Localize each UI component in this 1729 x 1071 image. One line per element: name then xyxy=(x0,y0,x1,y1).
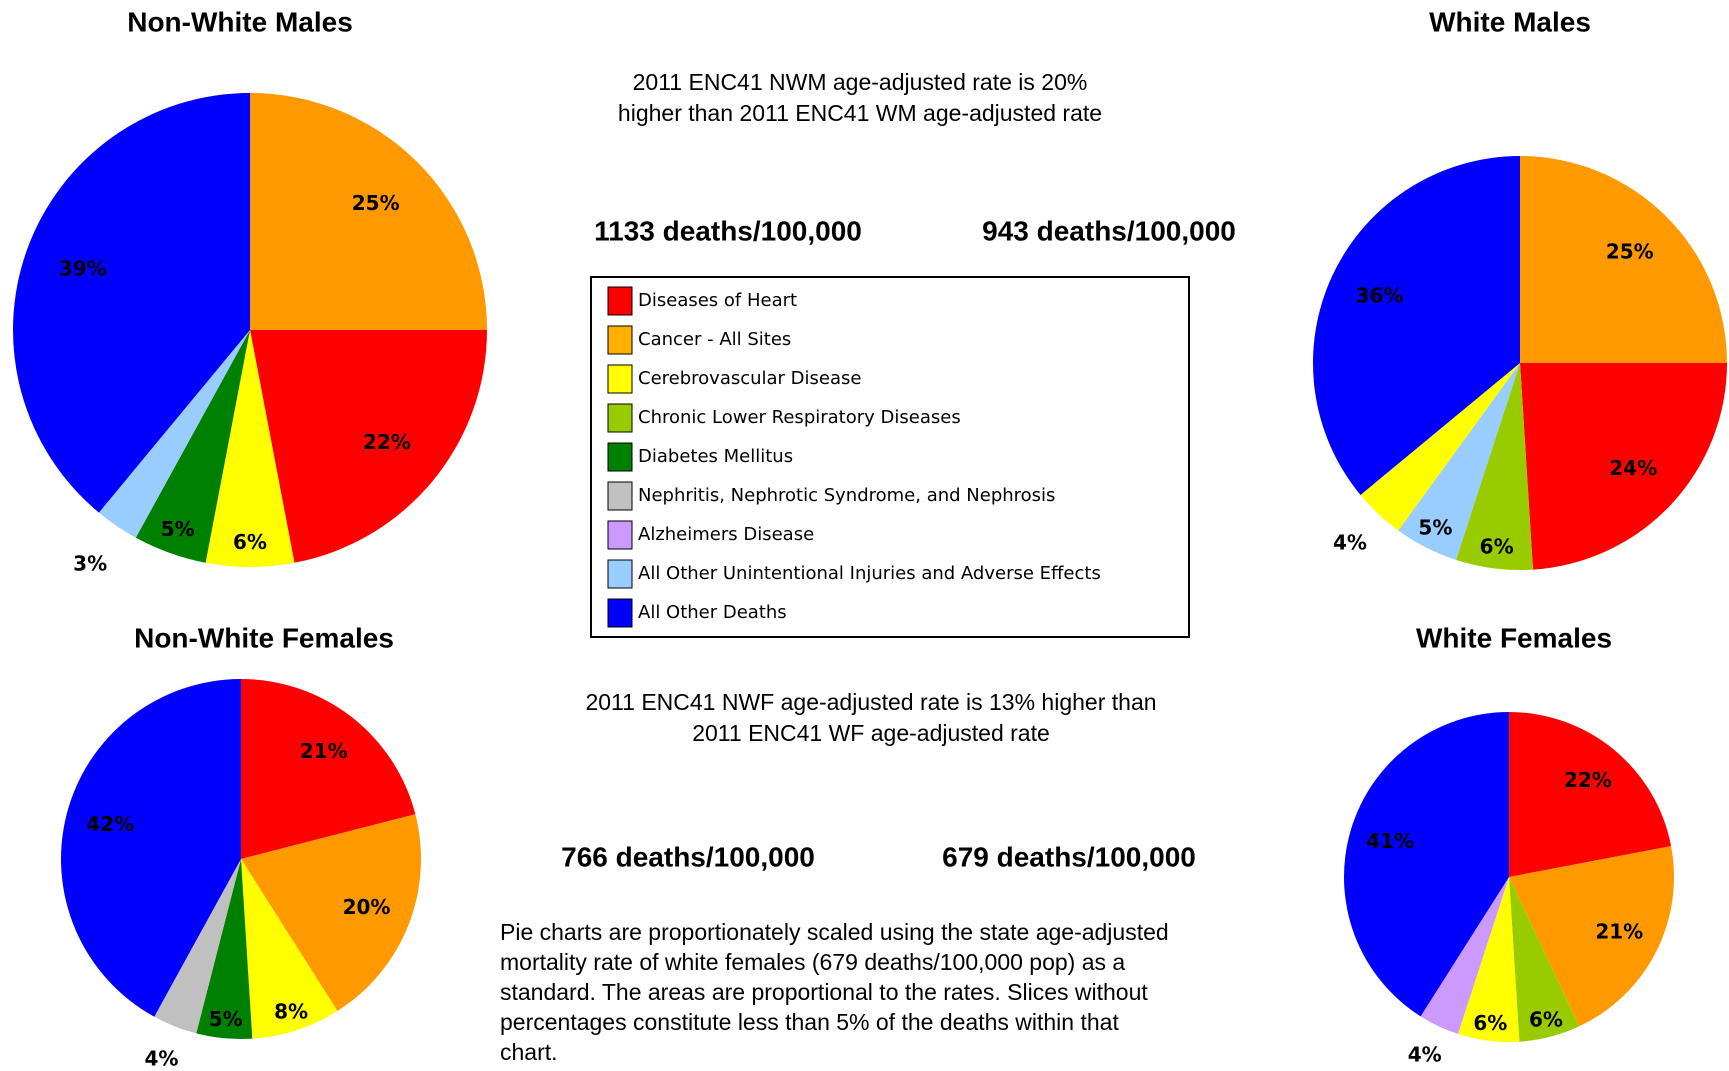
slice-label: 6% xyxy=(1480,534,1514,558)
legend-swatch xyxy=(607,442,633,472)
pie-slice xyxy=(60,679,241,1017)
footnote: standard. The areas are proportional to … xyxy=(500,979,1148,1005)
pie-slice xyxy=(1509,877,1580,1042)
pie-slice xyxy=(1520,156,1727,363)
slice-label: 8% xyxy=(274,1000,308,1024)
death-rate: 943 deaths/100,000 xyxy=(982,215,1236,246)
slice-label: 6% xyxy=(1529,1007,1563,1031)
slice-label: 5% xyxy=(161,517,195,541)
slice-label: 22% xyxy=(363,430,411,454)
death-rate: 1133 deaths/100,000 xyxy=(594,215,862,246)
slice-label: 22% xyxy=(1564,768,1612,792)
slice-label: 41% xyxy=(1366,829,1414,853)
pie-slice xyxy=(1398,363,1520,560)
legend-label: Nephritis, Nephrotic Syndrome, and Nephr… xyxy=(638,485,1055,506)
comparison-text: 2011 ENC41 WF age-adjusted rate xyxy=(692,720,1050,746)
legend-label: All Other Deaths xyxy=(638,602,787,623)
slice-label: 3% xyxy=(73,552,107,576)
slice-label: 39% xyxy=(59,256,107,280)
pie-slice xyxy=(205,330,295,567)
slice-label: 21% xyxy=(300,739,348,763)
pie-slice xyxy=(1343,712,1509,1017)
slice-label: 6% xyxy=(233,530,267,554)
pie-slice xyxy=(1420,877,1509,1034)
pie-slice xyxy=(1360,363,1520,531)
chart-title: Non-White Males xyxy=(127,6,353,37)
legend-swatch xyxy=(607,481,633,511)
legend-label: Diseases of Heart xyxy=(638,290,797,311)
death-rate: 679 deaths/100,000 xyxy=(942,841,1196,872)
legend-label: Cerebrovascular Disease xyxy=(638,368,861,389)
pie-slice xyxy=(1456,363,1533,570)
slice-label: 5% xyxy=(209,1007,243,1031)
pie-slice xyxy=(1509,846,1674,1027)
comparison-text: 2011 ENC41 NWF age-adjusted rate is 13% … xyxy=(585,689,1156,715)
legend-swatch xyxy=(607,403,633,433)
legend-label: All Other Unintentional Injuries and Adv… xyxy=(638,563,1101,584)
pie-slice xyxy=(250,330,487,563)
chart-title: White Males xyxy=(1429,6,1591,37)
pie-slice xyxy=(1458,877,1520,1042)
legend-swatch xyxy=(607,520,633,550)
pie-slice xyxy=(98,330,250,538)
pie-slice xyxy=(13,93,251,513)
pie-slice xyxy=(1313,156,1520,495)
comparison-text: 2011 ENC41 NWM age-adjusted rate is 20% xyxy=(633,69,1088,95)
slice-label: 6% xyxy=(1473,1011,1507,1035)
pie-slice xyxy=(154,859,241,1034)
legend-swatch xyxy=(607,325,633,355)
footnote: Pie charts are proportionately scaled us… xyxy=(500,919,1169,945)
slice-label: 36% xyxy=(1356,283,1404,307)
slice-label: 4% xyxy=(1333,531,1367,555)
legend-label: Alzheimers Disease xyxy=(638,524,814,545)
footnote: chart. xyxy=(500,1039,558,1065)
slice-label: 20% xyxy=(343,895,391,919)
pie-slice xyxy=(1509,711,1672,877)
pie-slice xyxy=(135,330,250,563)
pie-slice xyxy=(196,859,253,1039)
legend-box xyxy=(590,276,1190,638)
legend-label: Chronic Lower Respiratory Diseases xyxy=(638,407,961,428)
pie-slice xyxy=(241,814,421,1011)
footnote: percentages constitute less than 5% of t… xyxy=(500,1009,1119,1035)
legend-swatch xyxy=(607,598,633,628)
footnote: mortality rate of white females (679 dea… xyxy=(500,949,1125,975)
slice-label: 4% xyxy=(1408,1043,1442,1067)
slice-label: 24% xyxy=(1609,456,1657,480)
legend-swatch xyxy=(607,364,633,394)
death-rate: 766 deaths/100,000 xyxy=(561,841,815,872)
legend-swatch xyxy=(607,286,633,316)
slice-label: 4% xyxy=(145,1046,179,1070)
slice-label: 5% xyxy=(1418,515,1452,539)
slice-label: 25% xyxy=(1606,240,1654,264)
legend-swatch xyxy=(607,559,633,589)
slice-label: 42% xyxy=(86,812,134,836)
pie-slice xyxy=(241,679,416,859)
chart-title: White Females xyxy=(1416,622,1612,653)
comparison-text: higher than 2011 ENC41 WM age-adjusted r… xyxy=(618,100,1102,126)
slice-label: 25% xyxy=(352,191,400,215)
chart-title: Non-White Females xyxy=(134,622,394,653)
legend-label: Cancer - All Sites xyxy=(638,329,791,350)
slice-label: 21% xyxy=(1595,920,1643,944)
pie-slice xyxy=(250,93,487,330)
pie-slice xyxy=(241,859,338,1039)
pie-slice xyxy=(1520,363,1727,570)
legend-label: Diabetes Mellitus xyxy=(638,446,793,467)
